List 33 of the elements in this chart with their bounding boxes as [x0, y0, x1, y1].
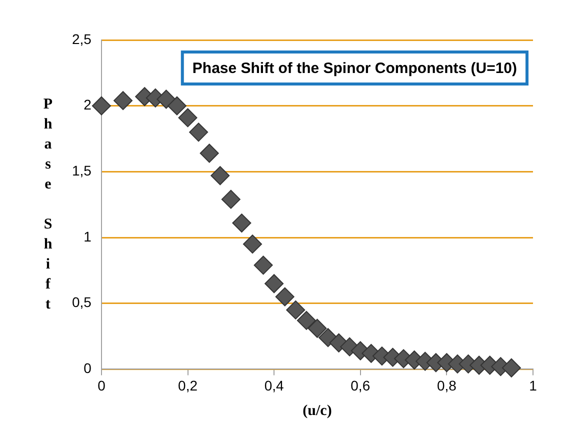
point [92, 96, 111, 116]
x-tick-label: 1 [529, 377, 538, 394]
point [275, 287, 294, 306]
x-tick-label: 0,6 [350, 377, 370, 394]
point [296, 310, 316, 330]
point [156, 90, 176, 109]
y-tick-label: 0,5 [72, 294, 92, 310]
point [502, 358, 521, 378]
point [254, 256, 273, 275]
text: Phase Shift [43, 96, 53, 312]
y-tick-label: 1 [84, 228, 92, 244]
point [243, 234, 262, 254]
point [308, 318, 327, 338]
point [286, 300, 306, 320]
point [114, 91, 133, 110]
point [264, 274, 284, 294]
y-tick-label: 2 [84, 96, 92, 113]
x-tick-label: 0,8 [436, 377, 457, 394]
point [232, 214, 252, 233]
x-tick-label: 0,2 [178, 377, 198, 394]
point [178, 108, 198, 128]
x-axis-title: (u/c) [302, 402, 332, 419]
y-tick-label: 1,5 [72, 162, 92, 179]
y-tick-label: 2,5 [72, 30, 92, 47]
point [210, 166, 230, 186]
point [221, 190, 240, 209]
x-tick-label: 0 [98, 377, 106, 394]
text: Phase Shift of the Spinor Components (U=10) [192, 60, 518, 78]
point [167, 96, 186, 116]
y-tick-label: 0 [84, 360, 92, 376]
x-tick-label: 0,4 [264, 377, 284, 394]
point [200, 144, 219, 163]
point [189, 122, 208, 142]
